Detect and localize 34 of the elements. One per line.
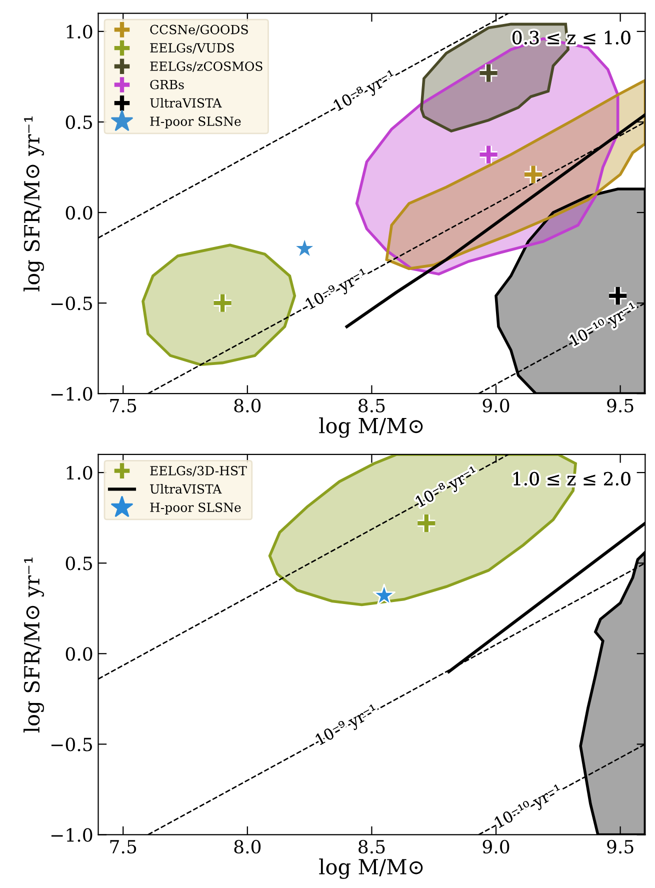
y-axis-title: log SFR/M⊙ yr⁻¹ xyxy=(24,558,44,733)
y-tick-label: 0.5 xyxy=(66,115,92,130)
x-tick-label: 9.0 xyxy=(482,840,510,854)
legend-label: GRBs xyxy=(150,80,184,90)
legend-label: EELGs/VUDS xyxy=(150,43,234,54)
legend-label: H-poor SLSNe xyxy=(150,502,241,514)
legend-label: UltraVISTA xyxy=(150,98,222,108)
y-tick-label: 0.0 xyxy=(66,647,92,661)
y-tick-label: 1.0 xyxy=(66,466,92,480)
x-axis-title: log M/M⊙ xyxy=(319,858,423,879)
x-tick-label: 9.5 xyxy=(607,840,634,854)
y-tick-label: 0.0 xyxy=(66,206,92,220)
x-tick-label: 7.5 xyxy=(110,399,136,412)
y-tick-label: −1.0 xyxy=(51,387,92,401)
y-axis-title: log SFR/M⊙ yr⁻¹ xyxy=(24,116,44,292)
y-tick-label: −0.5 xyxy=(51,296,92,310)
x-tick-label: 8.5 xyxy=(358,840,385,854)
legend-label: H-poor SLSNe xyxy=(150,116,241,128)
x-tick-label: 8.0 xyxy=(234,840,261,854)
y-tick-label: −0.5 xyxy=(51,738,92,752)
legend-label: CCSNe/GOODS xyxy=(150,24,248,36)
y-tick-label: 0.5 xyxy=(66,556,92,570)
x-tick-label: 9.5 xyxy=(607,398,634,412)
x-tick-label: 9.0 xyxy=(482,398,510,412)
y-tick-label: 1.0 xyxy=(66,24,92,39)
x-tick-label: 7.5 xyxy=(110,840,136,854)
legend-label: EELGs/3D-HST xyxy=(150,466,247,476)
x-axis-title: log M/M⊙ xyxy=(319,417,423,438)
text: 10⁻⁹ yr⁻¹ xyxy=(314,704,380,748)
x-tick-label: 8.0 xyxy=(234,398,261,412)
legend-label: EELGs/zCOSMOS xyxy=(150,61,262,72)
legend-label: UltraVISTA xyxy=(150,484,222,494)
x-tick-label: 8.5 xyxy=(358,398,385,412)
y-tick-label: −1.0 xyxy=(51,828,92,842)
